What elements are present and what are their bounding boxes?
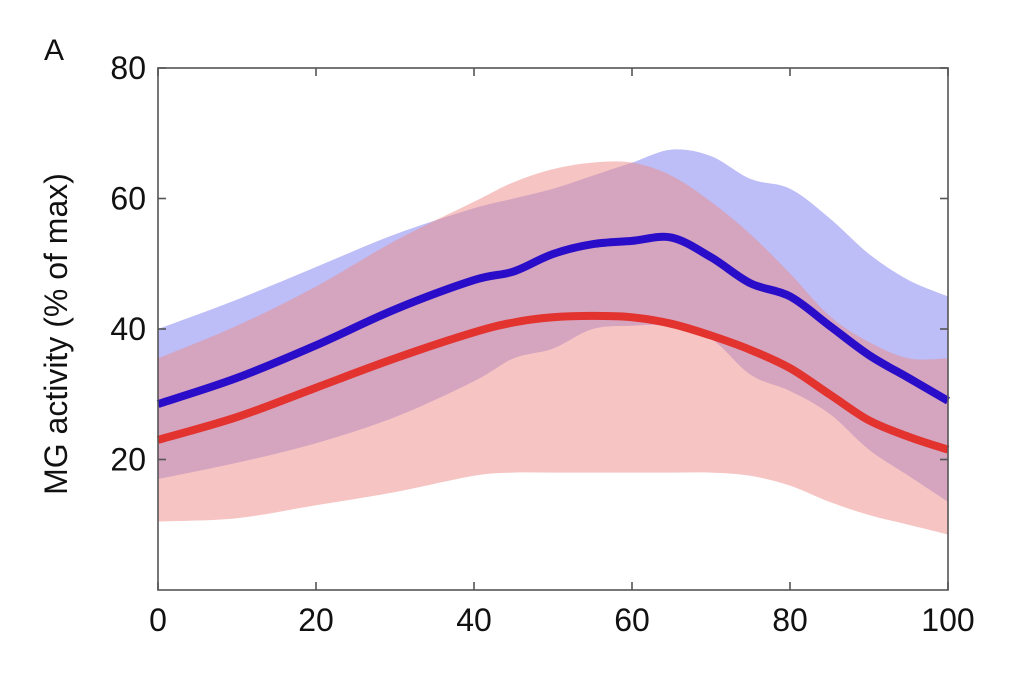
confidence-bands — [158, 149, 948, 534]
x-tick-label: 0 — [149, 602, 167, 638]
y-axis-tick-labels: 20 40 60 80 — [110, 50, 146, 478]
x-tick-label: 100 — [921, 602, 974, 638]
x-tick-label: 60 — [614, 602, 650, 638]
panel-label: A — [44, 34, 64, 67]
y-tick-label: 40 — [110, 311, 146, 347]
y-tick-label: 60 — [110, 181, 146, 217]
x-tick-label: 20 — [298, 602, 334, 638]
x-axis-tick-labels: 0 20 40 60 80 100 — [149, 602, 975, 638]
chart-figure: 0 20 40 60 80 100 20 40 60 80 A MG activity (% o… — [0, 0, 1024, 680]
y-tick-label: 20 — [110, 442, 146, 478]
y-axis-title: MG activity (% of max) — [38, 173, 74, 495]
band-red — [158, 161, 948, 534]
y-tick-label: 80 — [110, 50, 146, 86]
x-tick-label: 80 — [772, 602, 808, 638]
x-tick-label: 40 — [456, 602, 492, 638]
